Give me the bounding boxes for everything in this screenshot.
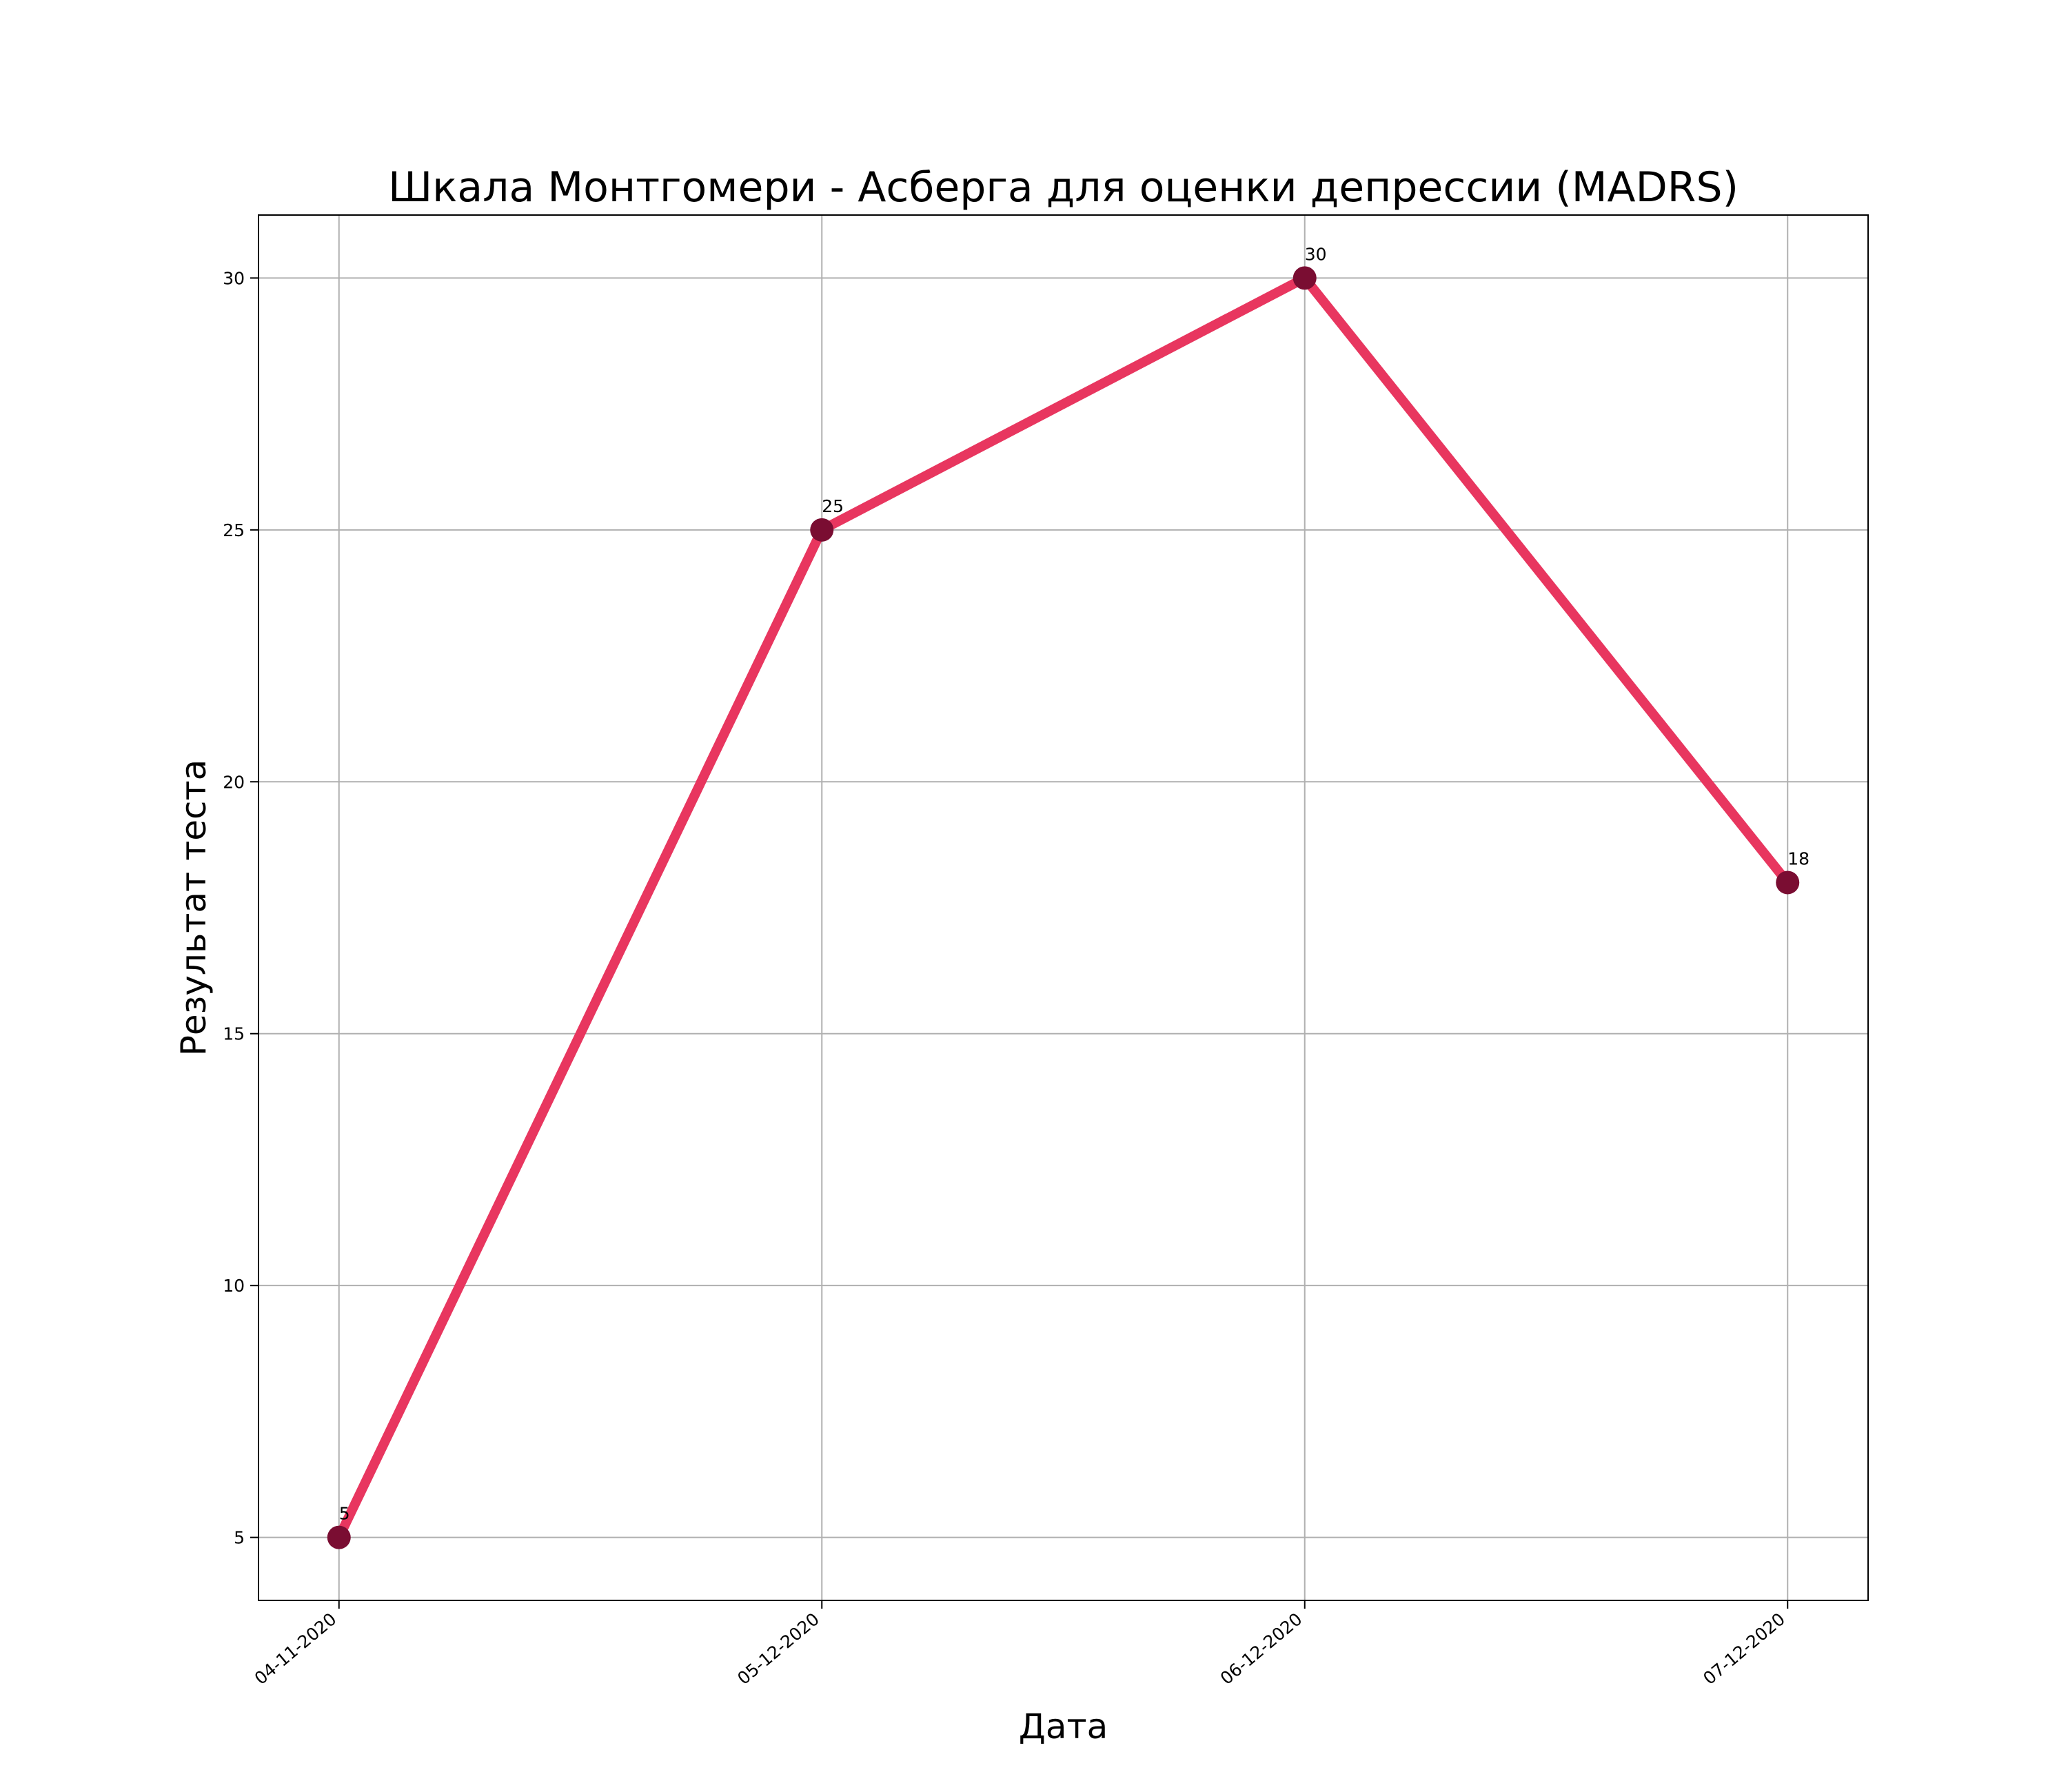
grid bbox=[258, 215, 1868, 1600]
series: 5 25 30 18 bbox=[327, 244, 1810, 1549]
data-label: 18 bbox=[1787, 848, 1810, 868]
data-point bbox=[810, 518, 834, 542]
x-tick-label: 06-12-2020 bbox=[1217, 1609, 1306, 1689]
y-tick-label: 20 bbox=[223, 772, 245, 792]
data-point bbox=[1292, 266, 1317, 290]
x-axis: 04-11-2020 05-12-2020 06-12-2020 07-12-2020 bbox=[251, 1600, 1789, 1689]
y-tick-label: 30 bbox=[223, 268, 245, 288]
x-tick-label: 07-12-2020 bbox=[1699, 1609, 1789, 1689]
y-tick-label: 25 bbox=[223, 520, 245, 540]
x-axis-label: Дата bbox=[1019, 1707, 1108, 1747]
chart-title: Шкала Монтгомери - Асберга для оценки де… bbox=[388, 163, 1738, 212]
y-axis: 5 10 15 20 25 30 bbox=[223, 268, 258, 1548]
y-tick-label: 10 bbox=[223, 1276, 245, 1296]
x-tick-label: 05-12-2020 bbox=[733, 1609, 823, 1689]
y-axis-label: Результат теста bbox=[174, 760, 214, 1056]
y-tick-label: 15 bbox=[223, 1024, 245, 1044]
data-label: 5 bbox=[339, 1504, 350, 1524]
series-line bbox=[334, 272, 1792, 1540]
x-tick-label: 04-11-2020 bbox=[251, 1609, 341, 1689]
plot-frame bbox=[258, 214, 1869, 1601]
data-label: 25 bbox=[822, 496, 844, 516]
data-point bbox=[1776, 870, 1800, 895]
y-tick-label: 5 bbox=[234, 1528, 245, 1548]
data-label: 30 bbox=[1305, 244, 1327, 264]
data-point bbox=[327, 1525, 351, 1549]
